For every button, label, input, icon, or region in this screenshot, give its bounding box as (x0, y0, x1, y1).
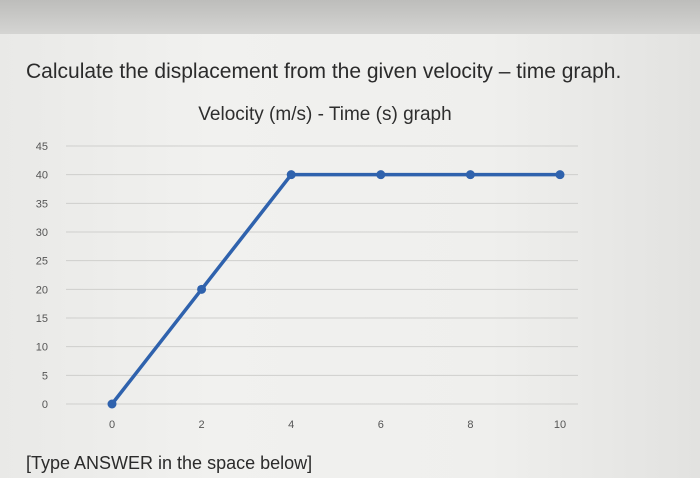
y-tick-label: 25 (36, 256, 48, 268)
y-axis-ticks: 45 40 35 30 25 20 15 10 5 0 (36, 141, 48, 411)
data-point (555, 170, 565, 180)
x-tick-label: 2 (199, 419, 205, 431)
question-text: Calculate the displacement from the give… (26, 60, 622, 83)
series-line (110, 172, 560, 406)
x-axis-ticks: 0 2 4 6 8 10 (109, 419, 566, 431)
answer-instruction: [Type ANSWER in the space below] (26, 453, 313, 473)
x-tick-label: 8 (467, 419, 473, 431)
x-tick-label: 4 (288, 419, 294, 431)
data-point (197, 284, 207, 294)
data-point (286, 170, 296, 180)
series-layer (107, 170, 565, 409)
y-tick-label: 45 (36, 141, 48, 153)
photo-background-top (0, 0, 700, 36)
y-tick-label: 15 (36, 313, 48, 325)
y-tick-label: 30 (36, 227, 48, 239)
x-tick-label: 0 (109, 419, 115, 431)
y-tick-label: 40 (36, 170, 48, 182)
grid-lines (66, 145, 578, 405)
chart-title: Velocity (m/s) - Time (s) graph (198, 104, 451, 125)
y-tick-label: 20 (36, 284, 48, 296)
y-tick-label: 35 (36, 198, 48, 210)
y-tick-label: 0 (42, 399, 48, 411)
x-tick-label: 6 (378, 419, 384, 431)
data-point (376, 170, 386, 180)
y-tick-label: 10 (36, 342, 48, 354)
data-point (465, 170, 475, 180)
x-tick-label: 10 (554, 419, 566, 431)
y-tick-label: 5 (42, 370, 48, 382)
data-point (107, 399, 117, 409)
